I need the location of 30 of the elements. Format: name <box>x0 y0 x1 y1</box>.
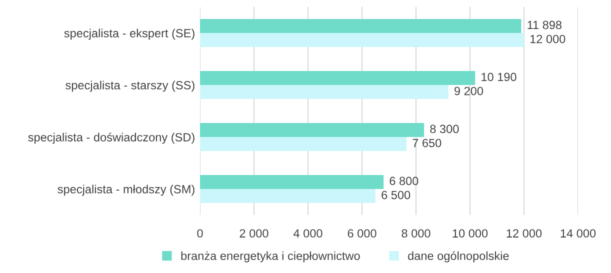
data-label: 10 190 <box>482 72 516 82</box>
x-tick-label: 4 000 <box>294 229 322 238</box>
y-tick-label: specjalista - starszy (SS) <box>66 80 194 92</box>
y-tick-label: specjalista - ekspert (SE) <box>64 28 194 40</box>
bar <box>200 174 384 189</box>
data-label: 9 200 <box>454 86 484 96</box>
bar <box>200 85 448 100</box>
y-tick-label: specjalista - doświadczony (SD) <box>28 132 194 144</box>
data-label: 7 650 <box>412 138 442 148</box>
data-label: 6 800 <box>390 176 418 186</box>
data-label: 8 300 <box>430 124 459 134</box>
x-tick-label: 14 000 <box>560 229 596 238</box>
x-tick-label: 10 000 <box>452 229 488 238</box>
x-tick-label: 0 <box>197 229 203 238</box>
x-tick-label: 6 000 <box>348 229 376 238</box>
bar <box>200 122 424 137</box>
bar <box>200 18 522 33</box>
bar <box>200 137 407 152</box>
bar <box>200 70 476 85</box>
x-tick-label: 8 000 <box>402 229 430 238</box>
y-tick-label: specjalista - młodszy (SM) <box>58 184 194 196</box>
x-tick-label: 12 000 <box>506 229 542 238</box>
legend-label: branża energetyka i ciepłownictwo <box>181 251 360 262</box>
bar <box>200 33 524 48</box>
x-tick-label: 2 000 <box>240 229 268 238</box>
data-label: 11 898 <box>528 20 562 30</box>
data-label: 6 500 <box>382 190 410 200</box>
bar <box>200 189 376 204</box>
data-label: 12 000 <box>530 34 566 44</box>
legend-label: dane ogólnopolskie <box>408 251 509 262</box>
